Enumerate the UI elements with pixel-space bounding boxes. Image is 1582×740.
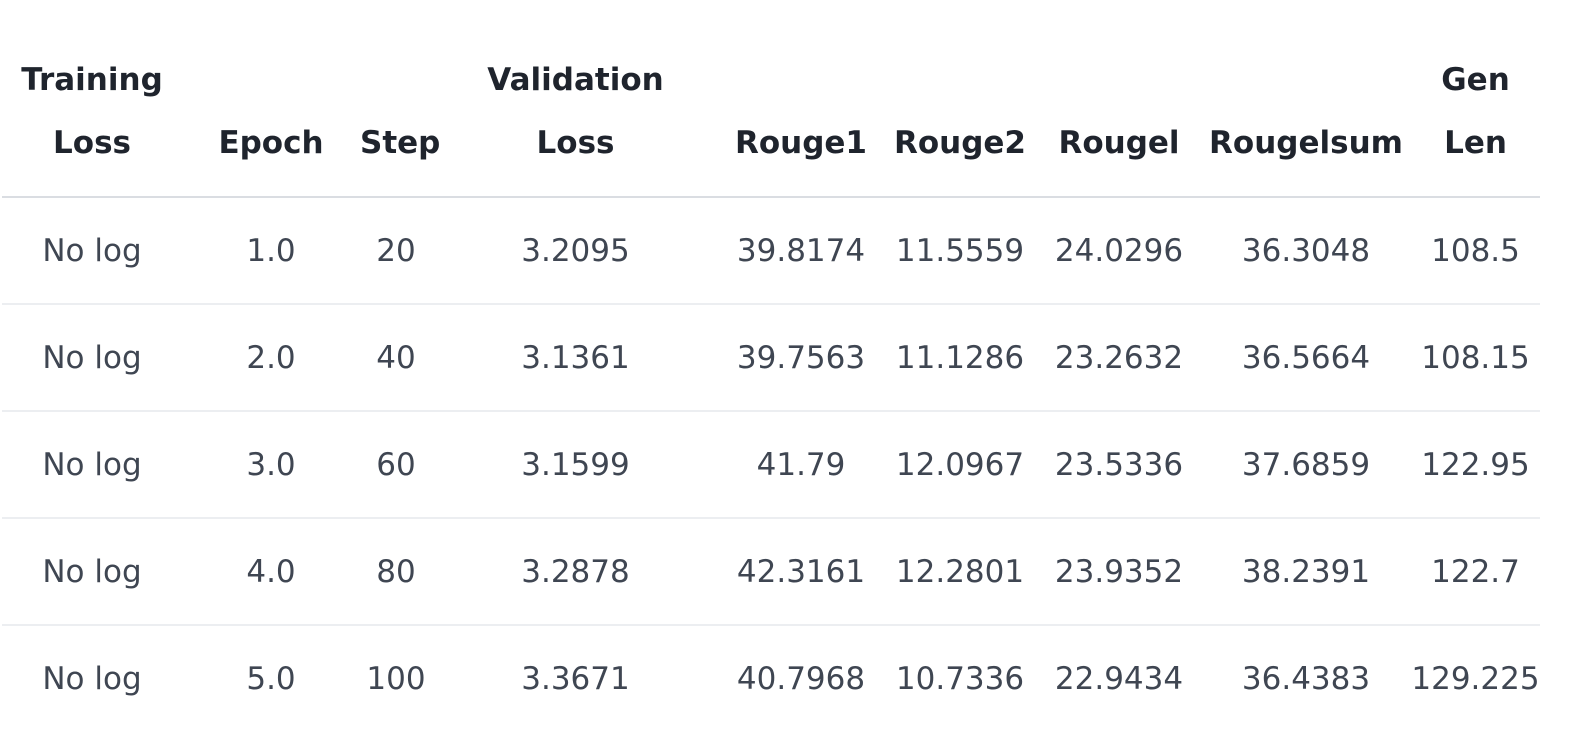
cell-step: 60 bbox=[360, 411, 432, 519]
table-row: No log 1.0 20 3.2095 39.8174 11.5559 24.… bbox=[2, 197, 1540, 305]
column-header-rougelsum: Rougelsum bbox=[1201, 0, 1411, 198]
table-body: No log 1.0 20 3.2095 39.8174 11.5559 24.… bbox=[2, 197, 1540, 731]
cell-validation-loss: 3.3671 bbox=[521, 660, 630, 697]
cell-rouge1: 42.3161 bbox=[719, 518, 883, 626]
cell-step: 100 bbox=[366, 660, 426, 697]
cell-rouge1: 39.7563 bbox=[719, 304, 883, 412]
cell-rougelsum: 38.2391 bbox=[1201, 518, 1411, 626]
cell-rouge2: 11.1286 bbox=[883, 304, 1037, 412]
cell-rougel: 24.0296 bbox=[1037, 197, 1201, 305]
header-row: Training Loss Epoch Step Validation Loss… bbox=[2, 0, 1540, 198]
results-table-container: Training Loss Epoch Step Validation Loss… bbox=[2, 0, 1540, 731]
cell-training-loss: No log bbox=[42, 660, 142, 697]
cell-epoch: 3.0 bbox=[182, 411, 360, 519]
cell-gen-len: 129.225 bbox=[1411, 660, 1540, 697]
cell-rougelsum: 36.5664 bbox=[1201, 304, 1411, 412]
cell-rouge2: 12.2801 bbox=[883, 518, 1037, 626]
cell-rougel: 23.9352 bbox=[1037, 518, 1201, 626]
cell-validation-loss: 3.2878 bbox=[432, 518, 719, 626]
cell-epoch: 1.0 bbox=[182, 197, 360, 305]
cell-gen-len: 122.95 bbox=[1411, 411, 1540, 519]
column-header-rouge1: Rouge1 bbox=[719, 0, 883, 198]
cell-step: 20 bbox=[360, 197, 432, 305]
cell-epoch: 5.0 bbox=[246, 660, 296, 697]
cell-rougel: 23.5336 bbox=[1037, 411, 1201, 519]
cell-training-loss: No log bbox=[2, 411, 182, 519]
cell-gen-len: 122.7 bbox=[1411, 518, 1540, 626]
table-row: No log 2.0 40 3.1361 39.7563 11.1286 23.… bbox=[2, 304, 1540, 412]
cell-training-loss: No log bbox=[2, 197, 182, 305]
column-header-epoch: Epoch bbox=[182, 0, 360, 198]
cell-training-loss: No log bbox=[2, 518, 182, 626]
cell-rouge2: 11.5559 bbox=[883, 197, 1037, 305]
cell-step: 40 bbox=[360, 304, 432, 412]
cell-epoch: 2.0 bbox=[182, 304, 360, 412]
column-header-gen-len: Gen Len bbox=[1411, 0, 1540, 198]
table-row: No log 3.0 60 3.1599 41.79 12.0967 23.53… bbox=[2, 411, 1540, 519]
cell-rougelsum: 36.3048 bbox=[1201, 197, 1411, 305]
table-row: No log 5.0 100 3.3671 40.7968 10.7336 22… bbox=[2, 625, 1540, 731]
cell-rougel: 22.9434 bbox=[1054, 660, 1184, 697]
cell-validation-loss: 3.2095 bbox=[432, 197, 719, 305]
column-header-validation-loss: Validation Loss bbox=[432, 0, 719, 198]
cell-step: 80 bbox=[360, 518, 432, 626]
column-header-step: Step bbox=[360, 0, 440, 198]
cell-training-loss: No log bbox=[2, 304, 182, 412]
table-header: Training Loss Epoch Step Validation Loss… bbox=[2, 0, 1540, 198]
cell-rouge1: 40.7968 bbox=[736, 660, 866, 697]
cell-rouge2: 12.0967 bbox=[883, 411, 1037, 519]
cell-validation-loss: 3.1361 bbox=[432, 304, 719, 412]
cell-rouge1: 41.79 bbox=[719, 411, 883, 519]
column-header-rougel: Rougel bbox=[1037, 0, 1201, 198]
cell-rougelsum: 36.4383 bbox=[1241, 660, 1371, 697]
cell-gen-len: 108.15 bbox=[1411, 304, 1540, 412]
cell-rouge2: 10.7336 bbox=[895, 660, 1025, 697]
training-results-table: Training Loss Epoch Step Validation Loss… bbox=[2, 0, 1540, 731]
cell-rougelsum: 37.6859 bbox=[1201, 411, 1411, 519]
cell-rouge1: 39.8174 bbox=[719, 197, 883, 305]
cell-validation-loss: 3.1599 bbox=[432, 411, 719, 519]
cell-epoch: 4.0 bbox=[182, 518, 360, 626]
cell-rougel: 23.2632 bbox=[1037, 304, 1201, 412]
column-header-training-loss: Training Loss bbox=[2, 0, 182, 198]
column-header-rouge2: Rouge2 bbox=[883, 0, 1037, 198]
cell-gen-len: 108.5 bbox=[1411, 197, 1540, 305]
table-row: No log 4.0 80 3.2878 42.3161 12.2801 23.… bbox=[2, 518, 1540, 626]
